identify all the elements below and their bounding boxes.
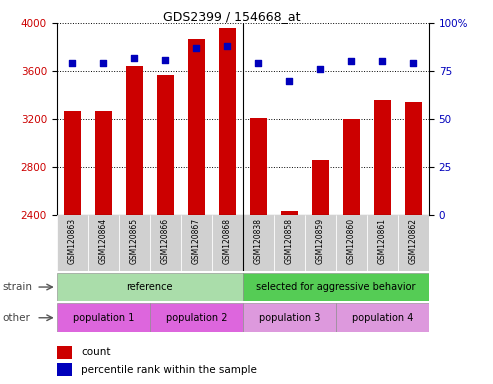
Point bbox=[223, 43, 231, 49]
Bar bbox=[212, 215, 243, 271]
Text: reference: reference bbox=[127, 282, 173, 292]
Bar bbox=[150, 215, 181, 271]
Bar bbox=[57, 346, 71, 359]
Bar bbox=[219, 28, 236, 215]
Text: GSM120867: GSM120867 bbox=[192, 218, 201, 264]
Bar bbox=[312, 160, 329, 215]
Bar bbox=[336, 303, 429, 332]
Point bbox=[348, 58, 355, 65]
Text: population 3: population 3 bbox=[259, 313, 320, 323]
Point bbox=[192, 45, 200, 51]
Point bbox=[285, 78, 293, 84]
Bar bbox=[336, 215, 367, 271]
Bar bbox=[57, 215, 88, 271]
Bar bbox=[126, 66, 143, 215]
Bar bbox=[57, 363, 71, 376]
Point bbox=[317, 66, 324, 72]
Bar bbox=[243, 303, 336, 332]
Point bbox=[379, 58, 387, 65]
Text: GSM120859: GSM120859 bbox=[316, 218, 325, 264]
Text: strain: strain bbox=[2, 282, 33, 292]
Text: GSM120864: GSM120864 bbox=[99, 218, 108, 264]
Text: population 2: population 2 bbox=[166, 313, 227, 323]
Bar bbox=[243, 273, 429, 301]
Text: GSM120838: GSM120838 bbox=[254, 218, 263, 264]
Text: GSM120860: GSM120860 bbox=[347, 218, 356, 264]
Text: GSM120865: GSM120865 bbox=[130, 218, 139, 264]
Bar bbox=[157, 74, 174, 215]
Bar bbox=[281, 212, 298, 215]
Bar bbox=[343, 119, 360, 215]
Text: GSM120858: GSM120858 bbox=[285, 218, 294, 264]
Text: percentile rank within the sample: percentile rank within the sample bbox=[81, 364, 257, 375]
Bar bbox=[57, 303, 150, 332]
Text: GSM120862: GSM120862 bbox=[409, 218, 418, 264]
Text: other: other bbox=[2, 313, 31, 323]
Text: GSM120861: GSM120861 bbox=[378, 218, 387, 264]
Point bbox=[161, 56, 169, 63]
Text: population 4: population 4 bbox=[352, 313, 413, 323]
Point bbox=[254, 60, 262, 66]
Text: count: count bbox=[81, 347, 110, 358]
Bar bbox=[243, 215, 274, 271]
Bar bbox=[188, 39, 205, 215]
Text: GDS2399 / 154668_at: GDS2399 / 154668_at bbox=[163, 10, 300, 23]
Bar bbox=[274, 215, 305, 271]
Bar bbox=[305, 215, 336, 271]
Text: GSM120866: GSM120866 bbox=[161, 218, 170, 264]
Text: GSM120863: GSM120863 bbox=[68, 218, 77, 264]
Bar bbox=[374, 100, 391, 215]
Bar bbox=[88, 215, 119, 271]
Bar bbox=[95, 111, 112, 215]
Bar bbox=[119, 215, 150, 271]
Point bbox=[130, 55, 138, 61]
Bar bbox=[398, 215, 429, 271]
Text: population 1: population 1 bbox=[72, 313, 134, 323]
Bar bbox=[181, 215, 212, 271]
Bar bbox=[250, 118, 267, 215]
Bar bbox=[57, 273, 243, 301]
Bar bbox=[64, 111, 81, 215]
Point bbox=[68, 60, 76, 66]
Text: GSM120868: GSM120868 bbox=[223, 218, 232, 264]
Text: selected for aggressive behavior: selected for aggressive behavior bbox=[256, 282, 416, 292]
Point bbox=[410, 60, 418, 66]
Bar bbox=[405, 102, 422, 215]
Bar bbox=[367, 215, 398, 271]
Point bbox=[99, 60, 107, 66]
Bar bbox=[150, 303, 243, 332]
